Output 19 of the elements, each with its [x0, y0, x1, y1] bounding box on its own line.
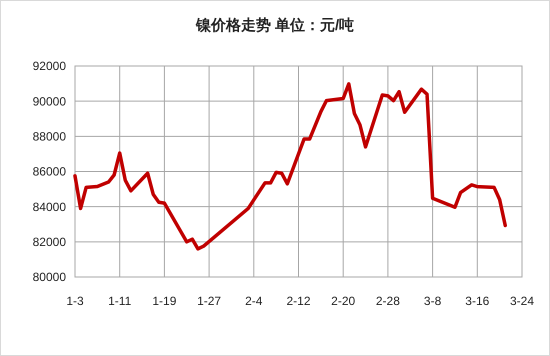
y-tick-label: 90000: [32, 94, 66, 108]
x-tick-label: 1-11: [108, 294, 132, 308]
x-tick-label: 2-12: [286, 294, 311, 308]
y-tick-label: 82000: [32, 235, 66, 250]
y-tick-label: 80000: [32, 270, 66, 284]
x-tick-label: 1-19: [152, 294, 177, 308]
x-tick-label: 3-16: [465, 294, 490, 308]
x-tick-label: 2-20: [331, 294, 356, 308]
x-tick-label: 1-27: [197, 294, 222, 308]
x-tick-label: 3-24: [510, 294, 534, 308]
x-tick-label: 3-8: [424, 294, 442, 308]
chart-title: 镍价格走势 单位：元/吨: [194, 17, 354, 34]
x-tick-label: 2-28: [376, 294, 400, 308]
y-tick-label: 88000: [32, 130, 66, 144]
x-tick-label: 2-4: [245, 294, 263, 308]
y-tick-label: 86000: [32, 164, 66, 179]
y-tick-label: 84000: [32, 200, 66, 214]
y-tick-label: 92000: [32, 59, 66, 74]
x-tick-label: 1-3: [66, 294, 84, 308]
